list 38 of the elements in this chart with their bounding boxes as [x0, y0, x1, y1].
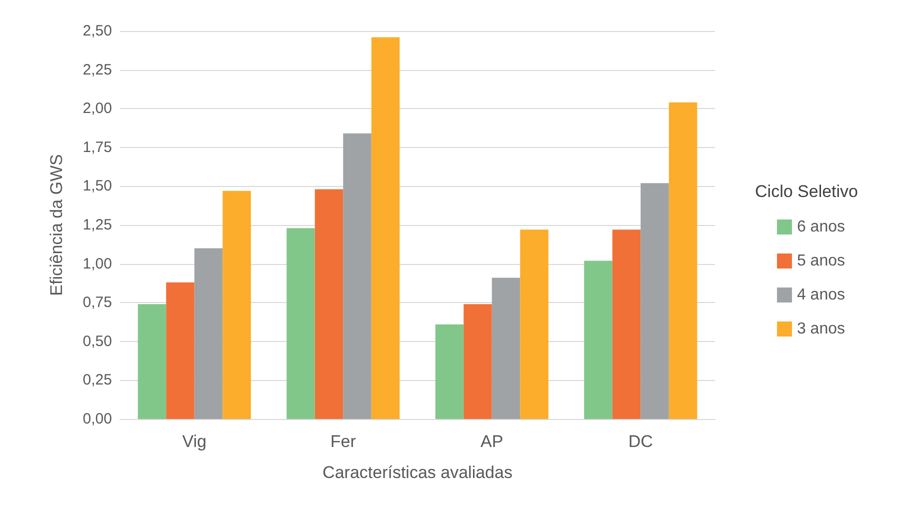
- y-tick-label: 0,50: [82, 332, 112, 350]
- bar: [166, 282, 194, 419]
- bar: [138, 304, 166, 419]
- x-tick-label: Vig: [182, 432, 207, 451]
- y-tick-label: 2,25: [82, 61, 112, 78]
- bar: [584, 260, 612, 419]
- y-tick-label: 2,50: [82, 22, 112, 40]
- y-tick-label: 1,50: [82, 178, 112, 195]
- bar: [464, 304, 492, 419]
- x-tick-label: DC: [628, 432, 653, 451]
- bar: [371, 37, 400, 419]
- y-tick-label: 0,00: [82, 410, 112, 428]
- x-tick-label: AP: [480, 432, 504, 451]
- bar: [520, 230, 548, 419]
- bar: [343, 133, 372, 419]
- y-tick-label: 2,00: [82, 100, 112, 118]
- legend-label: 6 anos: [796, 218, 846, 236]
- bar: [314, 189, 344, 419]
- legend-label: 5 anos: [796, 252, 846, 270]
- legend-title: Ciclo Seletivo: [755, 182, 858, 201]
- y-axis-title: Eficiência da GWS: [47, 154, 66, 296]
- legend-label: 3 anos: [796, 320, 846, 338]
- bar: [435, 324, 464, 419]
- y-tick-label: 1,00: [82, 255, 112, 272]
- legend-label: 4 anos: [796, 286, 846, 304]
- bar: [194, 248, 223, 419]
- x-tick-label: Fer: [330, 432, 356, 451]
- y-tick-label: 0,25: [82, 372, 112, 389]
- bar: [668, 102, 698, 419]
- bar: [222, 190, 251, 419]
- x-axis-title: Características avaliadas: [322, 463, 512, 482]
- bar: [286, 228, 315, 419]
- y-tick-label: 1,75: [82, 138, 112, 156]
- y-tick-label: 1,25: [82, 216, 112, 234]
- bar: [612, 230, 641, 419]
- bar: [492, 278, 520, 419]
- bar: [640, 183, 669, 419]
- y-tick-label: 0,75: [82, 294, 112, 312]
